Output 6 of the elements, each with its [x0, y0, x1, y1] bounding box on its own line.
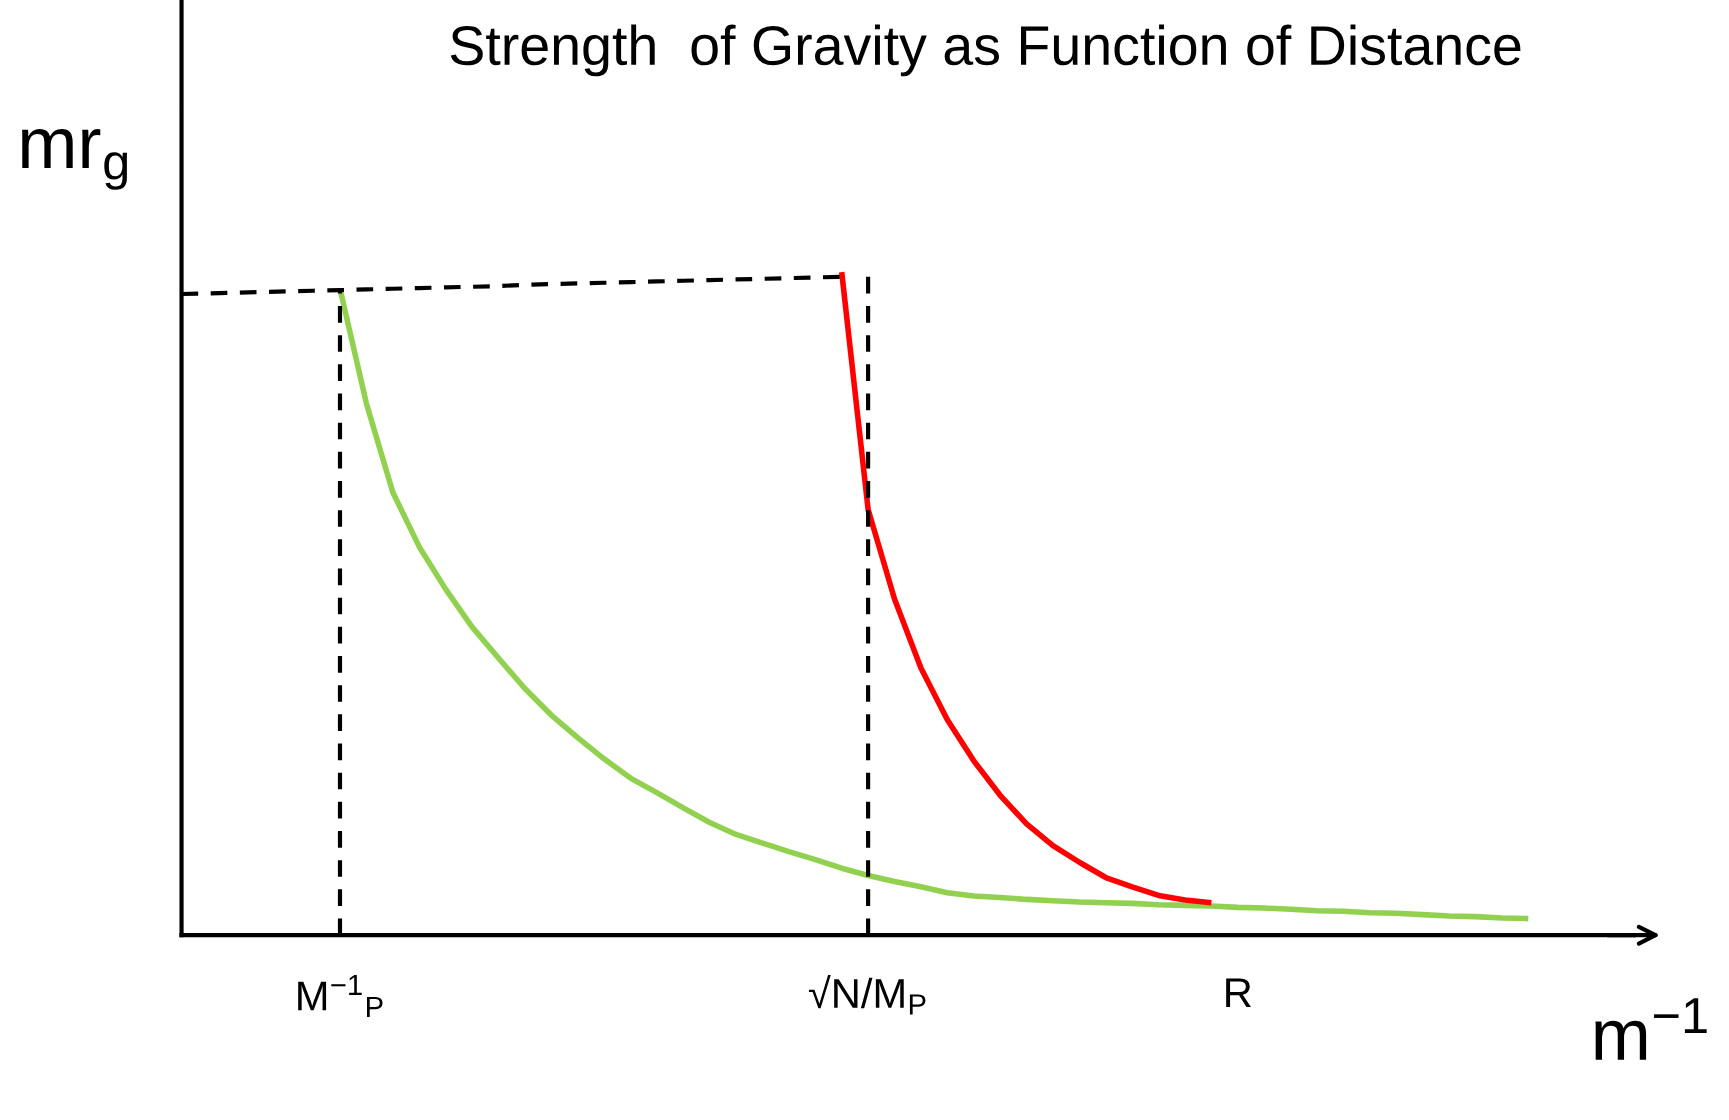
x-axis-title: m$^{−1}$ — [1595, 998, 1707, 1060]
x-tick-label: R — [1226, 978, 1251, 1008]
y-axis-title: mr$_{g}$ — [22, 129, 128, 190]
x-tick-label: M$^{−1}$$_{P}$ — [298, 974, 383, 1017]
x-tick-label: √N/M$_{P}$ — [808, 974, 926, 1015]
chart-title: Strength of Gravity as Function of Distance — [450, 24, 1521, 77]
